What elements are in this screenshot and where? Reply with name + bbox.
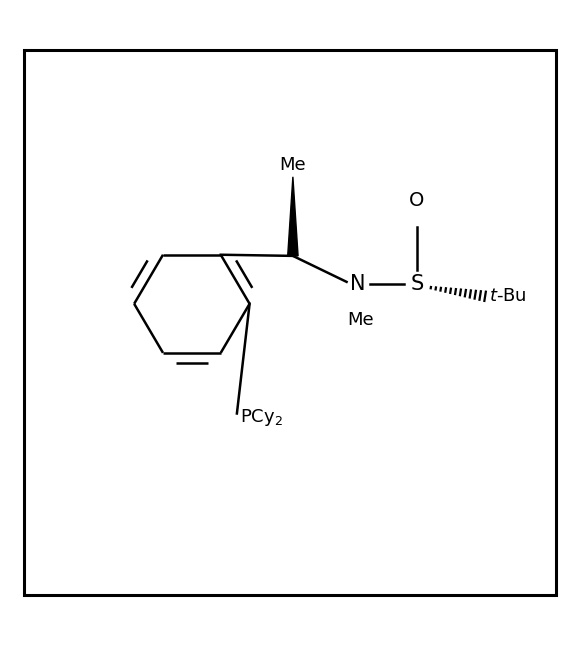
Text: O: O — [409, 191, 425, 210]
Polygon shape — [288, 177, 298, 256]
Text: S: S — [411, 273, 423, 294]
Text: Me: Me — [280, 156, 306, 174]
Text: $t$-Bu: $t$-Bu — [488, 287, 526, 305]
Text: PCy$_2$: PCy$_2$ — [240, 407, 284, 428]
Text: N: N — [350, 273, 366, 294]
Text: Me: Me — [347, 311, 374, 329]
